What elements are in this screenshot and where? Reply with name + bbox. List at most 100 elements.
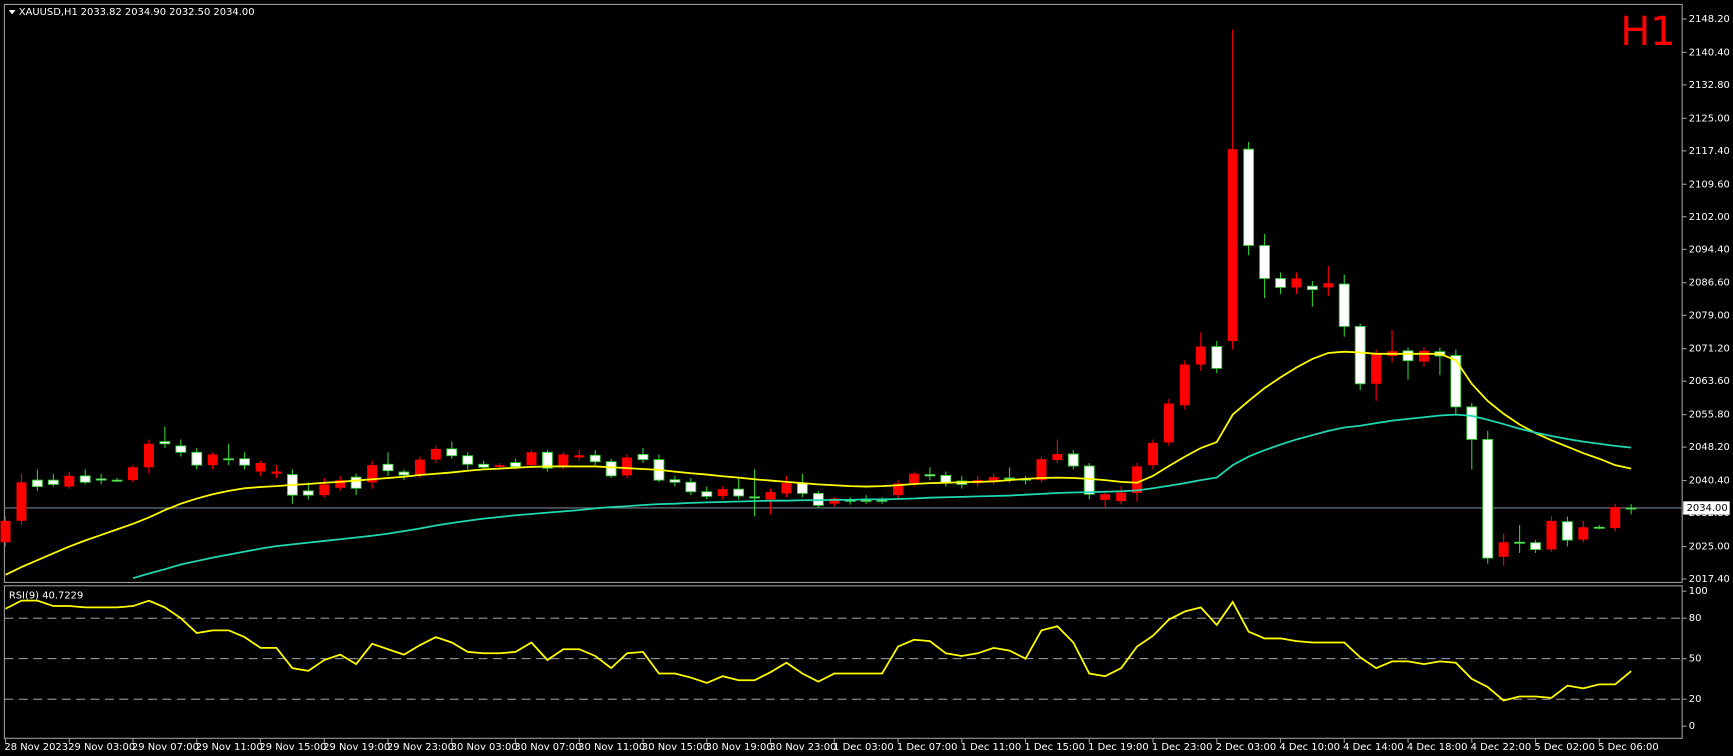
price-tag-box [1683, 501, 1730, 515]
x-tick-label: 4 Dec 18:00 [1407, 742, 1468, 753]
candle-body [1371, 353, 1382, 384]
candle-body [95, 478, 107, 481]
candle-body [1514, 541, 1525, 544]
y-tick-label: 100 [1689, 586, 1708, 597]
candle-body [908, 473, 919, 484]
candle-body [207, 454, 218, 466]
candle-body [128, 467, 138, 481]
menu-arrow[interactable] [8, 9, 16, 15]
candle-body [175, 445, 187, 453]
x-tick-label: 30 Nov 19:00 [706, 742, 773, 753]
candle-body [64, 475, 75, 487]
candle-body [526, 452, 537, 466]
line-series [5, 350, 1632, 576]
candle-body [637, 454, 649, 461]
candle-body [1227, 149, 1238, 341]
candle-body [1402, 350, 1414, 362]
candle-body [1148, 442, 1158, 466]
x-tick-label: 2 Dec 03:00 [1216, 742, 1277, 753]
candle-body [589, 454, 601, 463]
candle-body [1625, 507, 1637, 510]
rsi-panel [3, 585, 1683, 739]
candle-body [1259, 245, 1270, 279]
y-tick-label: 2025.00 [1689, 542, 1730, 553]
x-tick-label: 29 Nov 03:00 [68, 742, 135, 753]
y-tick-label: 50 [1689, 654, 1702, 665]
x-tick-label: 29 Nov 15:00 [259, 742, 326, 753]
y-tick-label: 2140.40 [1689, 47, 1730, 58]
y-tick-label: 2048.20 [1689, 442, 1730, 453]
candle-body [1466, 406, 1478, 440]
candle-body [1578, 527, 1589, 540]
candle-body [1530, 542, 1541, 550]
candle-body [191, 451, 203, 466]
y-tick-label: 20 [1689, 694, 1702, 705]
candle-body [159, 441, 171, 445]
price-tag: 2034.00 [1687, 503, 1728, 514]
candle-body [796, 482, 808, 494]
y-tick-label: 2063.60 [1689, 376, 1730, 387]
candle-body [1163, 403, 1174, 443]
x-tick-label: 29 Nov 19:00 [323, 742, 390, 753]
candle-body [0, 520, 11, 543]
x-tick-label: 1 Dec 15:00 [1024, 742, 1085, 753]
candle-body [1275, 278, 1286, 288]
x-tick-label: 4 Dec 22:00 [1471, 742, 1532, 753]
candle-body [860, 499, 872, 502]
candle-body [1354, 325, 1366, 385]
quote: 2033.82 2034.90 2032.50 2034.00 [81, 7, 255, 18]
candle-body [319, 484, 330, 496]
symbol: XAUUSD,H1 [19, 7, 78, 18]
candle-body [79, 475, 91, 483]
candle-body [701, 491, 713, 497]
candle-body [749, 496, 761, 499]
candle-body [302, 490, 314, 496]
y-tick-label: 2117.40 [1689, 146, 1730, 157]
x-tick-label: 4 Dec 14:00 [1343, 742, 1404, 753]
candle-body [382, 463, 394, 472]
candle-body [605, 461, 617, 477]
candle-body [1593, 526, 1605, 529]
x-tick-label: 29 Nov 11:00 [196, 742, 263, 753]
candle-body [781, 483, 792, 494]
candle-body [1306, 285, 1318, 291]
x-tick-label: 30 Nov 03:00 [451, 742, 518, 753]
candle-body [430, 448, 441, 460]
candle-body [1498, 542, 1509, 557]
candle-body [462, 455, 474, 465]
x-tick-label: 1 Dec 07:00 [897, 742, 958, 753]
candle-body [1243, 148, 1255, 246]
candle-body [541, 451, 553, 469]
candle-body [367, 465, 378, 483]
candle-body [876, 499, 888, 502]
y-tick-label: 0 [1689, 721, 1695, 732]
y-tick-label: 2040.40 [1689, 476, 1730, 487]
candle-body [239, 458, 251, 466]
y-tick-label: 2109.60 [1689, 179, 1730, 190]
x-tick-label: 1 Dec 23:00 [1152, 742, 1213, 753]
candle-body [478, 463, 490, 468]
candle-body [335, 480, 346, 488]
x-tick-label: 30 Nov 23:00 [769, 742, 836, 753]
candle-body [1052, 454, 1063, 461]
candle-body [1036, 459, 1047, 481]
x-tick-label: 1 Dec 03:00 [833, 742, 894, 753]
candle-body [350, 476, 362, 489]
x-tick-label: 5 Dec 06:00 [1598, 742, 1659, 753]
y-tick-label: 2086.60 [1689, 278, 1730, 289]
y-tick-label: 2125.00 [1689, 113, 1730, 124]
y-tick-label: 80 [1689, 613, 1702, 624]
y-tick-label: 2055.80 [1689, 410, 1730, 421]
x-tick-label: 29 Nov 07:00 [132, 742, 199, 753]
x-tick-label: 30 Nov 11:00 [578, 742, 645, 753]
x-tick-label: 29 Nov 23:00 [387, 742, 454, 753]
y-tick-label: 2094.40 [1689, 244, 1730, 255]
candle-body [223, 458, 235, 461]
candle-body [829, 498, 840, 504]
candle-body [494, 465, 505, 467]
candle-body [924, 474, 936, 477]
candle-body [893, 483, 903, 496]
candle-body [1083, 465, 1095, 495]
candle-body [733, 488, 745, 497]
